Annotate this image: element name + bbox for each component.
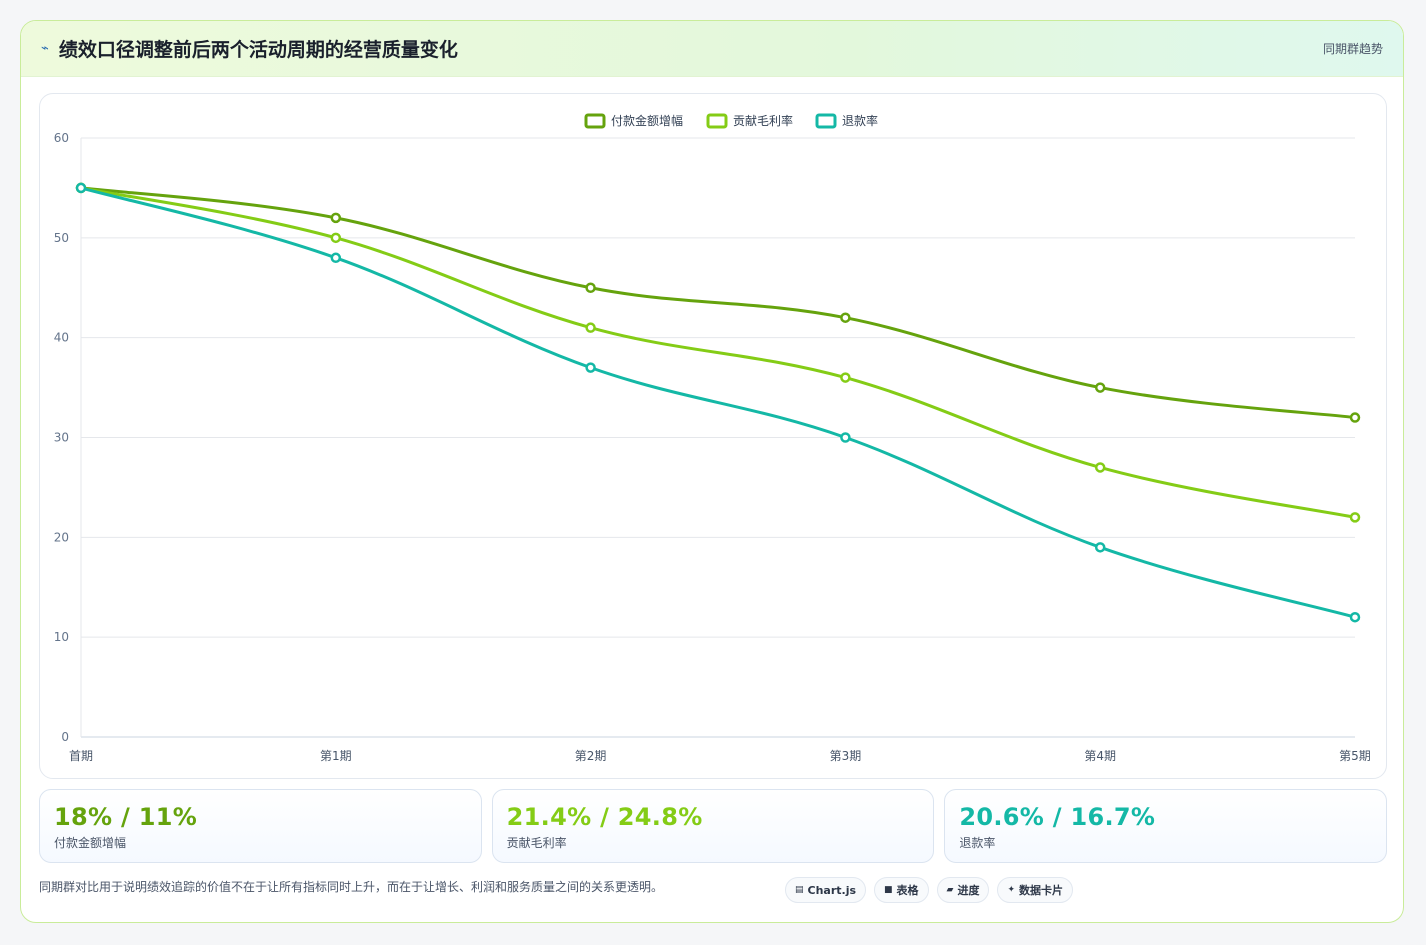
progress-icon: ▰ [946,885,954,895]
line-chart: 0 10 20 30 40 50 60 首期 第1期 第2期 第3期 第4期 第5期 付款金额增幅 贡献毛利… [54,113,1371,763]
data-point [840,432,851,443]
x-tick-label: 第3期 [830,749,862,763]
x-tick-label: 第5期 [1339,749,1371,763]
y-tick-label: 30 [54,431,69,445]
card-header: ⌁ 绩效口径调整前后两个活动周期的经营质量变化 同期群趋势 [21,21,1403,77]
data-point [75,182,87,194]
stat-value: 21.4% / 24.8% [506,803,703,831]
chip-chartjs[interactable]: ▤ Chart.js [785,877,867,903]
y-tick-label: 60 [54,131,69,145]
legend-label: 贡献毛利率 [733,113,793,128]
footer-note: 同期群对比用于说明绩效追踪的价值不在于让所有指标同时上升，而在于让增长、利润和服… [39,880,664,894]
chart-panel: 0 10 20 30 40 50 60 首期 第1期 第2期 第3期 第4期 第5期 付款金额增幅 贡献毛利… [39,93,1387,779]
stat-value: 18% / 11% [54,803,198,831]
stat-card-margin: 21.4% / 24.8% 贡献毛利率 [491,789,935,863]
data-point [330,252,342,264]
y-tick-label: 0 [61,730,69,744]
data-point [585,282,596,293]
x-tick-label: 第2期 [575,749,607,763]
chart-line-icon: ⌁ [41,41,49,56]
chip-label: 数据卡片 [1019,884,1064,897]
stat-label: 付款金额增幅 [54,836,127,850]
data-point [330,212,342,224]
x-tick-label: 第1期 [320,749,352,763]
stats-row: 18% / 11% 付款金额增幅 21.4% / 24.8% 贡献毛利率 20.… [39,789,1388,863]
stat-card-refund: 20.6% / 16.7% 退款率 [944,789,1388,863]
stat-value: 20.6% / 16.7% [959,803,1156,831]
data-point [840,312,851,323]
series-line-2 [80,186,1356,619]
data-point [1349,611,1361,623]
table-icon: ■ [884,885,893,895]
chip-label: 进度 [957,884,980,897]
page-title: 绩效口径调整前后两个活动周期的经营质量变化 [58,39,458,61]
chip-label: Chart.js [807,883,857,897]
chip-table[interactable]: ■ 表格 [874,877,929,903]
title-wrap: ⌁ 绩效口径调整前后两个活动周期的经营质量变化 [41,35,458,62]
chart-icon: ▤ [795,885,804,895]
x-tick-label: 首期 [69,749,93,763]
data-point [840,372,851,383]
data-point [585,322,596,333]
data-point [585,362,596,373]
y-tick-label: 20 [54,530,69,544]
data-point [1094,542,1106,553]
tech-chips: ▤ Chart.js ■ 表格 ▰ 进度 ✦ 数据卡片 [785,877,1074,903]
data-point [1094,462,1106,473]
legend-label: 退款率 [842,113,878,128]
data-point [1094,382,1106,393]
header-tag: 同期群趋势 [1322,42,1383,56]
data-point [1349,412,1361,423]
legend-swatch [706,113,728,129]
x-tick-label: 第4期 [1084,749,1116,763]
legend-swatch [815,113,837,129]
data-point [330,232,342,244]
card-icon: ✦ [1007,885,1016,895]
chip-progress[interactable]: ▰ 进度 [936,877,990,903]
data-point [1349,512,1361,523]
chip-data-card[interactable]: ✦ 数据卡片 [997,877,1074,903]
y-tick-label: 50 [54,231,69,245]
y-tick-label: 10 [54,630,69,644]
series-line-1 [80,186,1356,519]
legend-swatch [584,113,606,129]
chart-card: ⌁ 绩效口径调整前后两个活动周期的经营质量变化 同期群趋势 0 10 20 30 40 5… [20,20,1404,923]
chip-label: 表格 [896,884,919,897]
stat-card-payment: 18% / 11% 付款金额增幅 [39,789,482,863]
stat-label: 贡献毛利率 [506,836,567,850]
y-tick-label: 40 [54,331,69,345]
legend-label: 付款金额增幅 [611,113,683,128]
series-line-0 [80,186,1356,420]
stat-label: 退款率 [959,836,996,850]
